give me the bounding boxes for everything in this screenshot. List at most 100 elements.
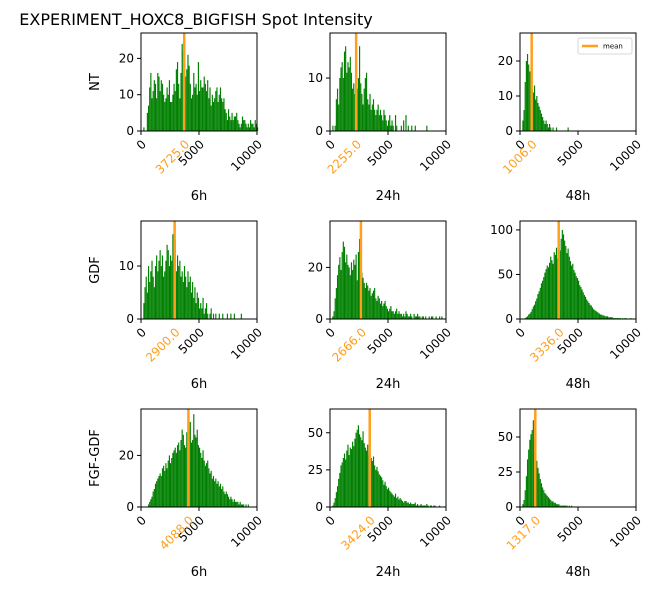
histogram-bar bbox=[388, 311, 390, 319]
histogram-bar bbox=[352, 270, 354, 319]
histogram-bar bbox=[552, 127, 554, 131]
histogram-bar bbox=[166, 244, 168, 319]
histogram-bar bbox=[428, 316, 430, 319]
histogram-bar bbox=[414, 502, 416, 507]
histogram-bar bbox=[167, 250, 169, 319]
histogram-bar bbox=[345, 459, 347, 507]
y-tick-label: 50 bbox=[308, 426, 323, 440]
histogram-bar bbox=[406, 313, 408, 319]
histogram-bar bbox=[430, 505, 433, 507]
histogram-bar bbox=[160, 266, 162, 319]
histogram-bar bbox=[529, 313, 531, 319]
histogram-bar bbox=[200, 80, 202, 131]
histogram-bar bbox=[396, 125, 398, 131]
histogram-bar bbox=[193, 414, 195, 507]
histogram-bar bbox=[178, 266, 180, 319]
histogram-bar bbox=[151, 496, 153, 507]
histogram-bar bbox=[578, 280, 580, 319]
histogram-bar bbox=[571, 265, 573, 319]
histogram-bar bbox=[568, 256, 570, 319]
histogram-bar bbox=[367, 444, 369, 507]
histogram-bar bbox=[542, 280, 544, 319]
histogram-bar bbox=[157, 72, 159, 131]
histogram-bar bbox=[353, 83, 355, 131]
histogram-bar bbox=[414, 316, 416, 319]
histogram-bar bbox=[583, 294, 585, 319]
histogram-bar bbox=[190, 442, 193, 507]
histogram-bar bbox=[561, 229, 563, 319]
histogram-bar bbox=[183, 445, 186, 507]
histogram-bar bbox=[149, 281, 151, 319]
histogram-bar bbox=[349, 56, 351, 132]
histogram-bar bbox=[215, 478, 217, 507]
histogram-bar bbox=[232, 120, 234, 131]
histogram-bar bbox=[170, 463, 172, 507]
histogram-bar bbox=[159, 473, 161, 507]
histogram-bar bbox=[151, 98, 153, 131]
histogram-bar bbox=[545, 120, 547, 131]
histogram-bar bbox=[199, 91, 201, 131]
histogram-bar bbox=[544, 124, 546, 131]
histogram-bar bbox=[526, 459, 529, 507]
histogram-bar bbox=[214, 481, 216, 507]
histogram-bar bbox=[183, 266, 186, 319]
histogram-bar bbox=[562, 505, 565, 507]
histogram-bar bbox=[346, 254, 348, 319]
histogram-bar bbox=[422, 316, 424, 319]
histogram-bar bbox=[147, 266, 150, 319]
histogram-bar bbox=[394, 115, 397, 131]
histogram-bar bbox=[532, 92, 534, 131]
histogram-bar bbox=[357, 425, 359, 507]
histogram-bar bbox=[196, 94, 198, 131]
histogram-bar bbox=[423, 505, 426, 507]
histogram-bar bbox=[241, 116, 244, 131]
histogram-bar bbox=[152, 491, 154, 507]
histogram-bar bbox=[171, 260, 173, 319]
histogram-bar bbox=[378, 474, 380, 507]
histogram-bar bbox=[190, 292, 193, 319]
histogram-bar bbox=[549, 498, 551, 507]
histogram-bar bbox=[333, 502, 335, 507]
legend-box bbox=[577, 37, 633, 55]
histogram-bar bbox=[426, 504, 428, 507]
histogram-bar bbox=[194, 87, 196, 131]
histogram-bar bbox=[385, 486, 387, 507]
histogram-bar bbox=[176, 255, 179, 319]
histogram-bar bbox=[365, 450, 368, 507]
histogram-bar bbox=[557, 504, 559, 507]
histogram-bar bbox=[368, 104, 370, 131]
histogram-bar bbox=[182, 281, 184, 319]
histogram-bar bbox=[407, 125, 409, 131]
histogram-bar bbox=[580, 286, 582, 319]
histogram-bar bbox=[207, 460, 209, 507]
histogram-bar bbox=[212, 313, 215, 319]
histogram-bar bbox=[355, 432, 357, 507]
histogram-bar bbox=[339, 78, 341, 131]
histogram-bar bbox=[218, 313, 220, 319]
histogram-bar bbox=[163, 465, 165, 507]
histogram-bar bbox=[216, 87, 218, 131]
histogram-bar bbox=[225, 491, 227, 507]
histogram-bar bbox=[193, 72, 195, 131]
histogram-bar bbox=[209, 87, 211, 131]
histogram-bar bbox=[581, 289, 583, 319]
histogram-bar bbox=[174, 447, 176, 507]
histogram-bar bbox=[185, 447, 187, 507]
histogram-bar bbox=[360, 83, 362, 131]
histogram-bar bbox=[417, 504, 419, 507]
histogram-bar bbox=[234, 501, 237, 507]
histogram-bar bbox=[229, 116, 231, 131]
histogram-bar bbox=[537, 294, 539, 319]
histogram-bar bbox=[425, 316, 427, 319]
histogram-bar bbox=[372, 290, 375, 319]
histogram-bar bbox=[522, 120, 524, 131]
histogram-bar bbox=[334, 298, 336, 319]
histogram-bar bbox=[543, 490, 545, 507]
histogram-bar bbox=[240, 123, 242, 131]
histogram-bar bbox=[195, 437, 197, 507]
y-tick-label: 50 bbox=[498, 430, 513, 444]
histogram-bar bbox=[374, 465, 376, 507]
histogram-bar bbox=[197, 297, 199, 319]
histogram-bar bbox=[173, 450, 175, 507]
